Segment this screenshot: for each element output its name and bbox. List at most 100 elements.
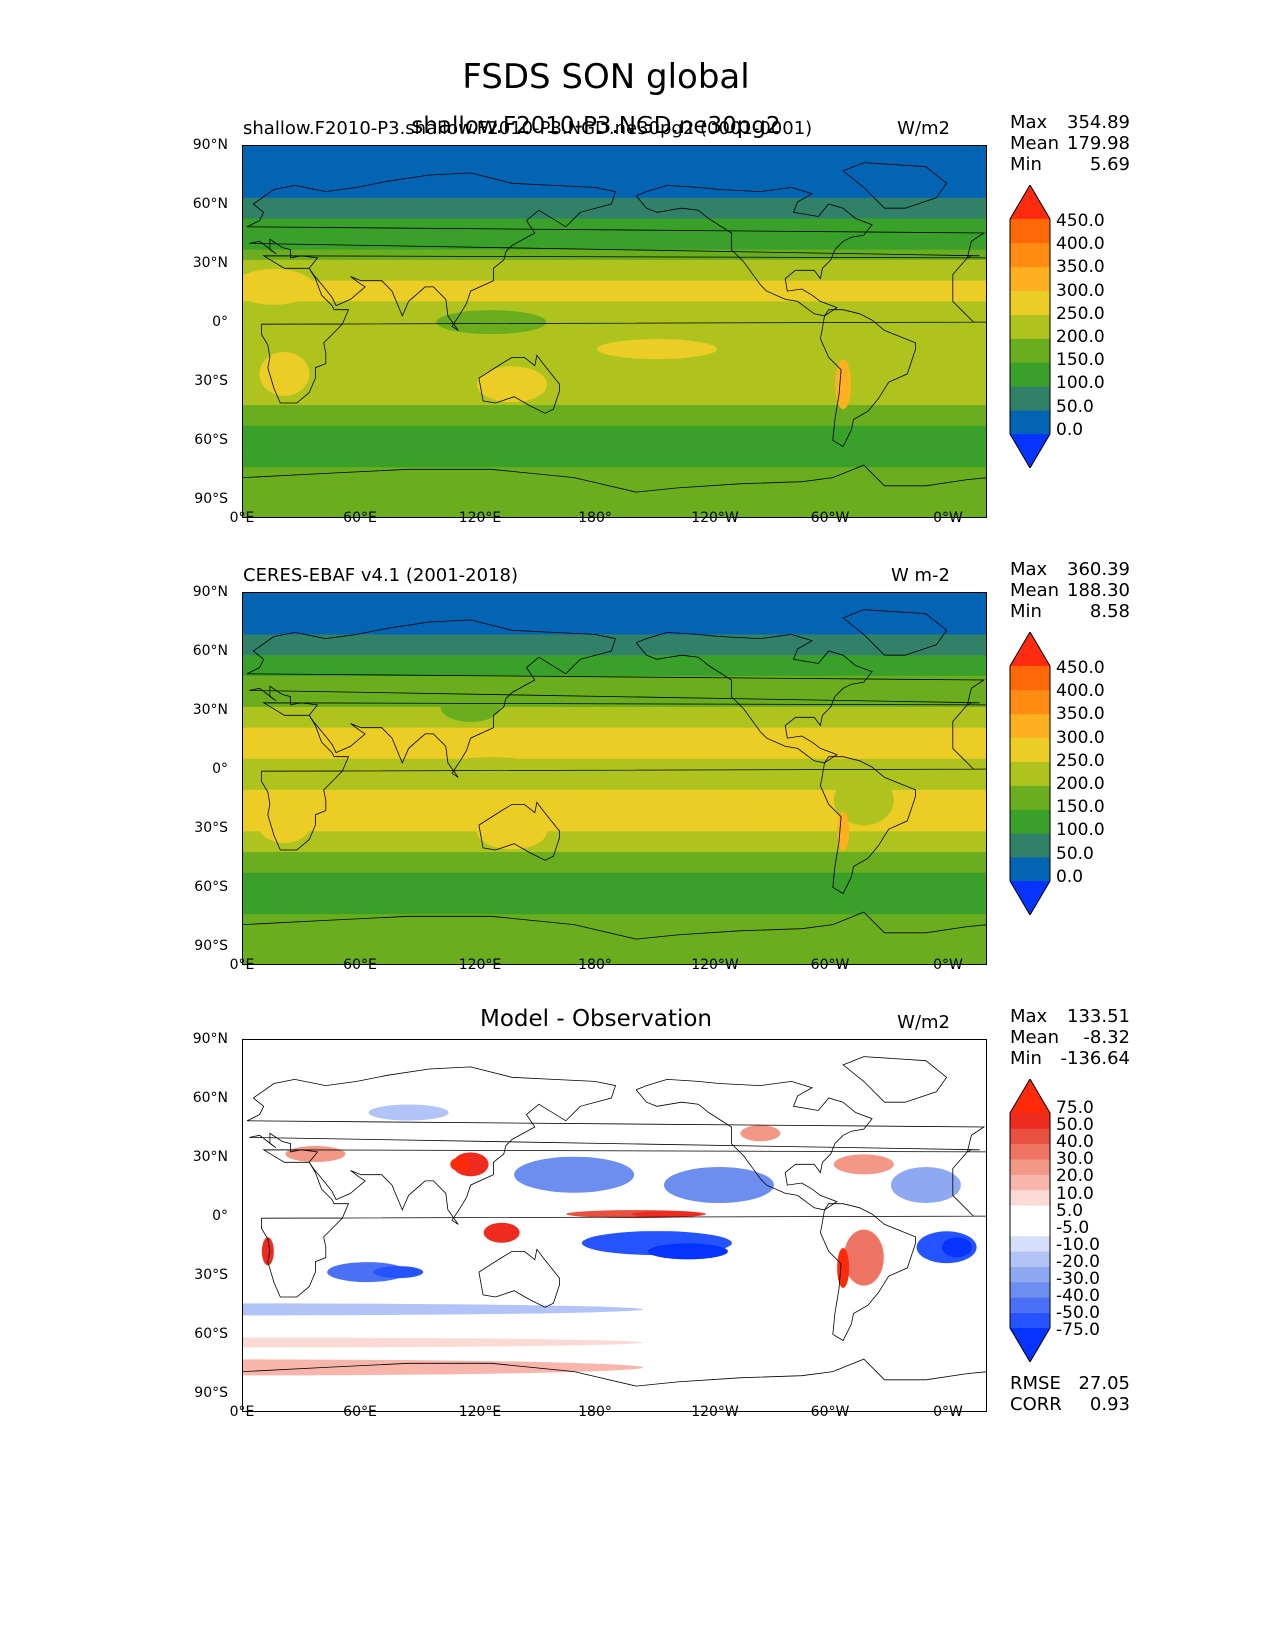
stat-min-value: -136.64 [1060, 1048, 1130, 1069]
field-band [243, 893, 986, 905]
field-band [243, 177, 986, 189]
panel1-left-title: shallow.F2010-P3.shallow.F2010-P3.NGD.ne… [243, 118, 813, 139]
colorbar-swatch [1010, 689, 1050, 715]
coastlines [243, 1056, 986, 1387]
colorbar-tick-label: -30.0 [1056, 1269, 1100, 1289]
stat-min-value: 8.58 [1089, 601, 1130, 622]
field-band [243, 467, 986, 479]
field-patch [243, 268, 315, 305]
field-band [243, 769, 986, 781]
field-band [243, 311, 986, 323]
rmse-label: RMSE [1010, 1373, 1061, 1394]
field-band [243, 758, 986, 770]
field-band [243, 748, 986, 760]
colorbar-tick-label: 40.0 [1056, 1132, 1094, 1153]
field-band [243, 924, 986, 936]
colorbar-tick-label: 350.0 [1056, 257, 1105, 278]
xtick: 120°W [691, 510, 739, 526]
colorbar-tick-label: 0.0 [1056, 419, 1084, 440]
stat-mean-label: Mean [1010, 133, 1060, 154]
xtick: 0°W [933, 957, 963, 973]
field-patch [243, 1337, 643, 1348]
colorbar-tick-label: 10.0 [1056, 1183, 1094, 1204]
stat-max-label: Max [1010, 559, 1048, 580]
xtick: 60°E [343, 510, 377, 526]
colorbar-tick-label: 50.0 [1056, 396, 1094, 417]
xtick: 120°W [691, 1404, 739, 1420]
field-patch [256, 798, 313, 843]
field-band [243, 841, 986, 853]
field-band [243, 831, 986, 843]
field-band [243, 208, 986, 220]
colorbar-swatch [1010, 242, 1050, 268]
xtick: 180° [578, 1404, 612, 1420]
field-patch [663, 1167, 774, 1204]
coastline [842, 162, 948, 209]
xtick: 0°E [229, 957, 255, 973]
coastline [243, 911, 986, 940]
coastlines [243, 609, 986, 940]
coastline [819, 309, 916, 448]
coastline [246, 1066, 986, 1225]
colorbar-tick-label: -20.0 [1056, 1251, 1100, 1272]
colorbar-swatch [1010, 1220, 1050, 1237]
field-band [243, 779, 986, 791]
field-patch [632, 1211, 703, 1218]
colorbar-tick-label: 75.0 [1056, 1098, 1094, 1118]
colorbar-swatch [1010, 1189, 1050, 1206]
colorbar-extend-min [1010, 881, 1050, 915]
colorbar-swatches [1009, 631, 1051, 916]
stat-max-label: Max [1010, 1006, 1048, 1027]
field-band [243, 291, 986, 303]
ytick: 90°N [192, 137, 228, 153]
stat-mean-value: -8.32 [1083, 1027, 1130, 1048]
xtick: 60°W [810, 1404, 850, 1420]
field-band [243, 883, 986, 895]
colorbar-tick-label: 0.0 [1056, 866, 1084, 887]
field-band [243, 955, 986, 964]
colorbar-tick-label: 50.0 [1056, 1115, 1094, 1136]
field-patch [596, 339, 717, 360]
field-patch [546, 790, 767, 831]
field-patch [243, 1359, 643, 1376]
ytick: 60°N [192, 643, 228, 659]
ytick: 60°N [192, 1090, 228, 1106]
field-band [243, 717, 986, 729]
xtick: 60°W [810, 957, 850, 973]
field-band [243, 280, 986, 292]
colorbar-tick-label: 350.0 [1056, 704, 1105, 725]
field-band [243, 727, 986, 739]
colorbar-tick-label: 400.0 [1056, 681, 1105, 702]
panel1-field [243, 146, 986, 517]
panel1-center-title: shallow.F2010-P3.NGD.ne30pg2 [411, 113, 781, 139]
colorbar-tick-label: 200.0 [1056, 327, 1105, 347]
colorbar-swatch [1010, 666, 1050, 691]
coastline [478, 1248, 560, 1308]
field-patch [890, 1167, 961, 1204]
field-band [243, 665, 986, 677]
field-patch [477, 366, 548, 403]
colorbar-swatch [1010, 1205, 1050, 1221]
colorbar-extend-max [1010, 185, 1050, 219]
colorbar-swatch [1010, 1159, 1050, 1175]
field-band [243, 301, 986, 313]
coastline [243, 464, 986, 493]
field-background [243, 1040, 986, 1411]
panel1-units: W/m2 [897, 118, 950, 139]
field-band [243, 934, 986, 946]
field-band [243, 706, 986, 718]
ytick: 90°S [194, 1385, 228, 1401]
field-patch [837, 1247, 850, 1288]
xtick: 120°E [458, 510, 502, 526]
xtick: 0°E [229, 510, 255, 526]
field-patch [440, 691, 501, 722]
stat-min-label: Min [1010, 154, 1042, 175]
field-band [243, 384, 986, 396]
xtick: 0°W [933, 510, 963, 526]
field-patch [514, 1156, 635, 1193]
field-band [243, 405, 986, 416]
coastline [635, 184, 873, 317]
colorbar-extend-min [1010, 1328, 1050, 1362]
field-band [243, 415, 986, 427]
field-patch [941, 1237, 972, 1258]
